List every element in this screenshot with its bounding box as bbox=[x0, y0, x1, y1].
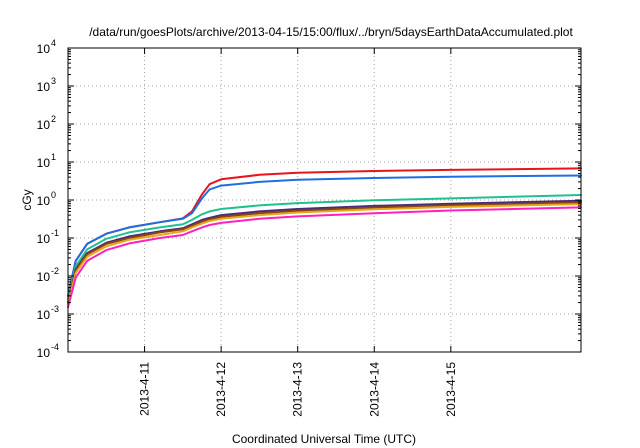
y-tick-base: 10 bbox=[37, 232, 51, 246]
y-tick-exponent: -4 bbox=[51, 342, 59, 352]
x-tick-label: 2013-4-15 bbox=[444, 362, 458, 417]
series-line-3 bbox=[67, 194, 582, 300]
y-axis-label: cGy bbox=[20, 189, 34, 210]
grid-lines bbox=[68, 48, 581, 352]
y-tick-label: 10 3 bbox=[37, 76, 56, 94]
x-axis-label: Coordinated Universal Time (UTC) bbox=[232, 432, 416, 446]
y-tick-exponent: 2 bbox=[51, 114, 56, 124]
y-tick-label: 10 4 bbox=[37, 38, 56, 56]
y-tick-exponent: -2 bbox=[51, 266, 59, 276]
x-tick-labels: 2013-4-11 2013-4-12 2013-4-13 2013-4-14 2013… bbox=[138, 362, 458, 417]
series-line-5 bbox=[67, 201, 582, 304]
series-line-4 bbox=[67, 199, 582, 304]
chart-title: /data/run/goesPlots/archive/2013-04-15/1… bbox=[89, 25, 573, 39]
y-tick-exponent: 4 bbox=[51, 38, 56, 48]
y-tick-label: 10 0 bbox=[37, 190, 56, 208]
series-line-6 bbox=[67, 203, 582, 306]
y-tick-exponent: 1 bbox=[51, 152, 56, 162]
y-tick-exponent: -3 bbox=[51, 304, 59, 314]
y-tick-exponent: 3 bbox=[51, 76, 56, 86]
y-tick-base: 10 bbox=[37, 118, 51, 132]
y-tick-label: 10 -1 bbox=[37, 228, 59, 246]
y-tick-base: 10 bbox=[37, 308, 51, 322]
series-layer bbox=[67, 167, 582, 309]
y-tick-label: 10 -4 bbox=[37, 342, 59, 360]
y-tick-exponent: -1 bbox=[51, 228, 59, 238]
tick-marks bbox=[68, 47, 581, 353]
y-tick-base: 10 bbox=[37, 156, 51, 170]
series-line-7 bbox=[67, 206, 582, 309]
y-tick-label: 10 -2 bbox=[37, 266, 59, 284]
x-tick-label: 2013-4-14 bbox=[367, 362, 381, 417]
y-tick-label: 10 2 bbox=[37, 114, 56, 132]
x-tick-label: 2013-4-12 bbox=[214, 362, 228, 417]
y-tick-label: 10 -3 bbox=[37, 304, 59, 322]
y-tick-base: 10 bbox=[37, 346, 51, 360]
y-tick-base: 10 bbox=[37, 270, 51, 284]
y-tick-exponent: 0 bbox=[51, 190, 56, 200]
x-tick-label: 2013-4-13 bbox=[291, 362, 305, 417]
x-tick-label: 2013-4-11 bbox=[138, 362, 152, 416]
y-tick-base: 10 bbox=[37, 80, 51, 94]
y-tick-base: 10 bbox=[37, 194, 51, 208]
y-tick-label: 10 1 bbox=[37, 152, 56, 170]
series-line-2 bbox=[67, 174, 582, 297]
y-tick-base: 10 bbox=[37, 42, 51, 56]
